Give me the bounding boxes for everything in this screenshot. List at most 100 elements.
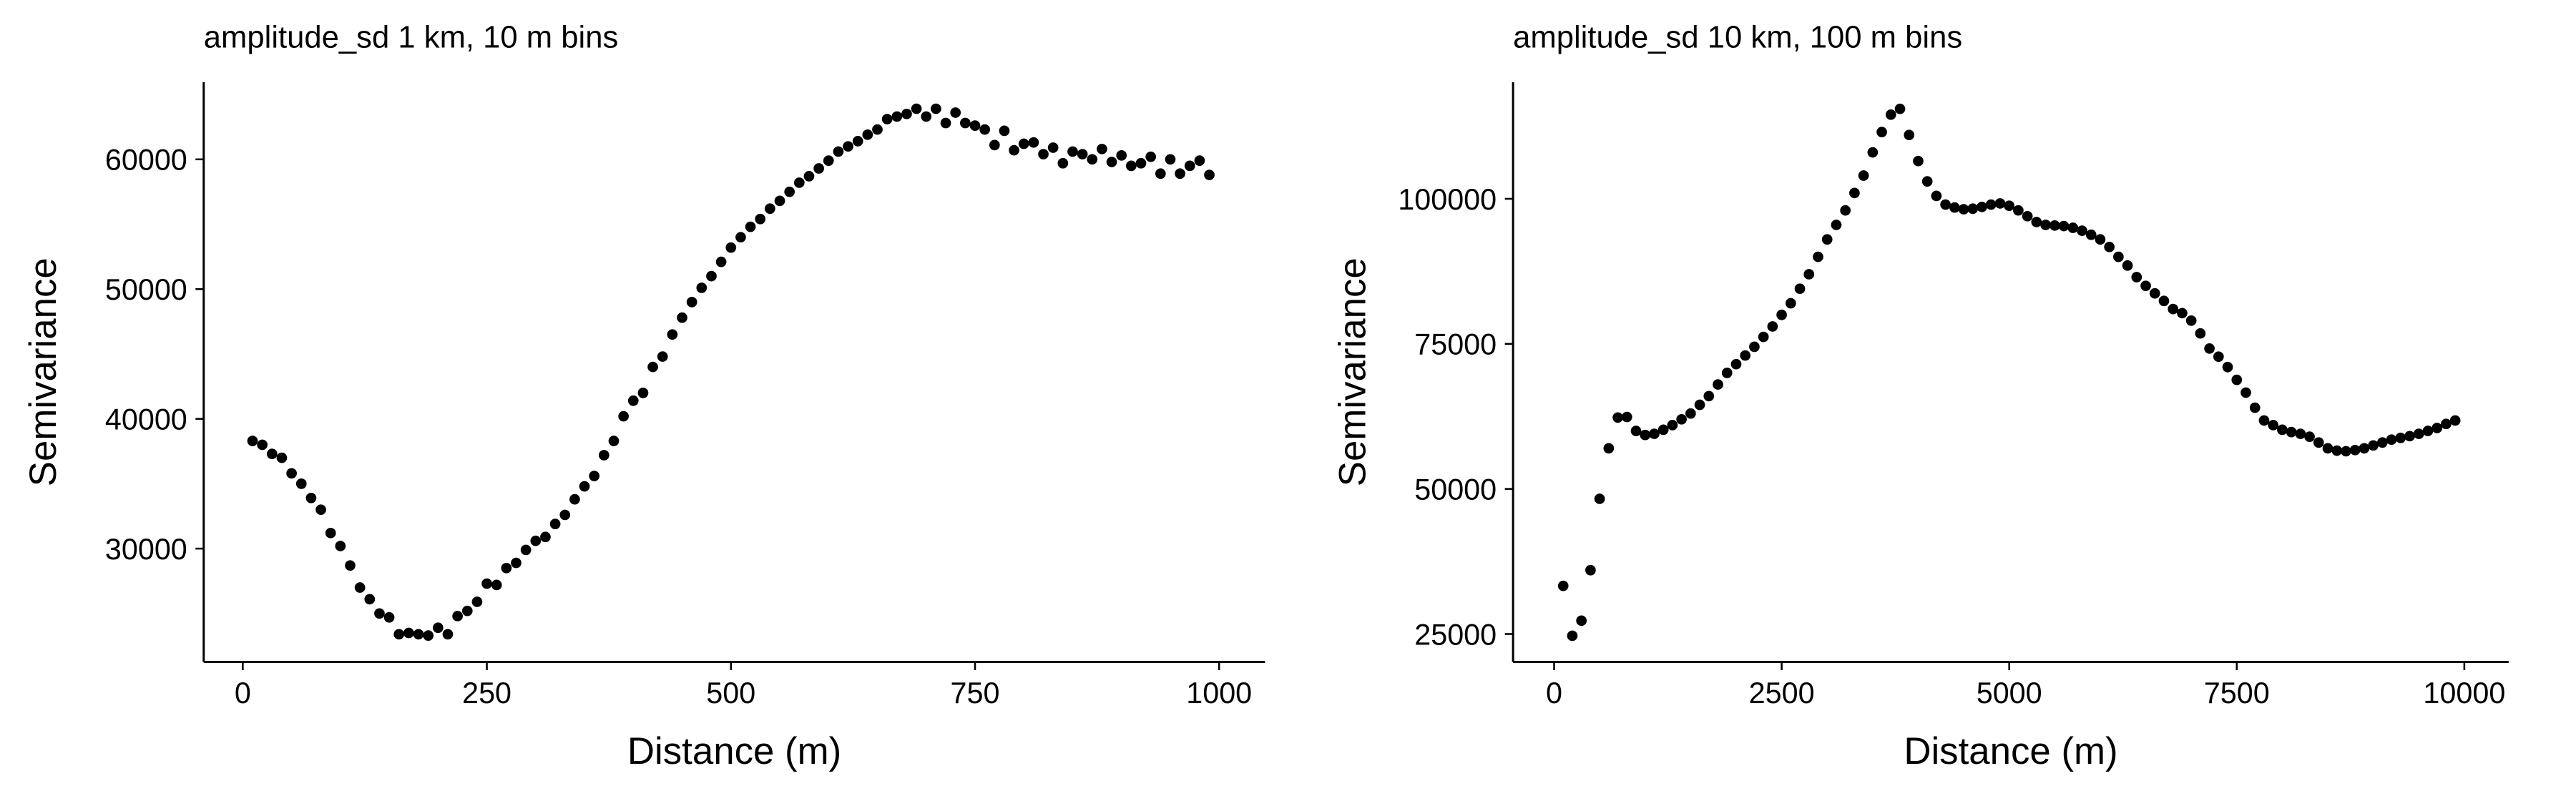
point bbox=[979, 124, 990, 135]
point bbox=[569, 493, 580, 505]
point bbox=[1028, 137, 1039, 148]
point bbox=[2031, 217, 2042, 227]
x-tick-label: 500 bbox=[706, 677, 755, 709]
point bbox=[843, 141, 853, 152]
point bbox=[755, 213, 766, 225]
y-tick-label: 100000 bbox=[1398, 183, 1497, 216]
point bbox=[1126, 160, 1137, 172]
point bbox=[374, 608, 385, 619]
point bbox=[2131, 272, 2142, 282]
point bbox=[921, 111, 932, 122]
point bbox=[2049, 220, 2060, 231]
point bbox=[872, 124, 883, 135]
point bbox=[1175, 168, 1185, 180]
point bbox=[2168, 303, 2179, 315]
point bbox=[940, 117, 951, 129]
point bbox=[1740, 350, 1751, 361]
point bbox=[1640, 429, 1651, 441]
point bbox=[1858, 170, 1869, 181]
point bbox=[589, 471, 600, 481]
point bbox=[1038, 149, 1049, 159]
point bbox=[1994, 198, 2006, 209]
point bbox=[2386, 434, 2397, 446]
point bbox=[1685, 408, 1696, 419]
point bbox=[501, 562, 512, 574]
point bbox=[2013, 205, 2024, 216]
point bbox=[2249, 402, 2261, 413]
point bbox=[286, 468, 297, 479]
point bbox=[706, 270, 717, 282]
point bbox=[2022, 210, 2033, 222]
point bbox=[247, 436, 258, 446]
point bbox=[295, 478, 307, 489]
point bbox=[599, 450, 609, 461]
point bbox=[862, 129, 873, 140]
point bbox=[1018, 138, 1029, 149]
point bbox=[1194, 155, 1205, 166]
point bbox=[1776, 309, 1787, 320]
chart-title: amplitude_sd 10 km, 100 m bins bbox=[1513, 21, 1962, 55]
point bbox=[1135, 157, 1147, 169]
point bbox=[1849, 187, 1860, 199]
point bbox=[901, 108, 912, 119]
point bbox=[1047, 142, 1059, 153]
point bbox=[403, 627, 414, 639]
point bbox=[1603, 443, 1615, 454]
point bbox=[1077, 149, 1088, 159]
point bbox=[765, 203, 775, 215]
point bbox=[1977, 201, 1987, 212]
point bbox=[969, 120, 981, 131]
point bbox=[725, 242, 737, 253]
point bbox=[2341, 446, 2351, 457]
point bbox=[540, 531, 551, 543]
point bbox=[325, 527, 336, 539]
point bbox=[1894, 103, 1906, 114]
y-tick-label: 25000 bbox=[1414, 618, 1497, 651]
point bbox=[1821, 234, 1833, 245]
point bbox=[1758, 331, 1769, 343]
point bbox=[442, 629, 454, 640]
point bbox=[2095, 234, 2106, 245]
point bbox=[1876, 127, 1887, 138]
point bbox=[823, 155, 834, 166]
point bbox=[559, 509, 571, 521]
point bbox=[2359, 443, 2370, 454]
point bbox=[1794, 283, 1806, 295]
point bbox=[793, 177, 805, 188]
point bbox=[266, 448, 278, 460]
point bbox=[2258, 415, 2270, 426]
point bbox=[2185, 315, 2197, 326]
point bbox=[1931, 190, 1942, 202]
point bbox=[413, 629, 424, 640]
point bbox=[2085, 229, 2097, 240]
point bbox=[1087, 154, 1098, 165]
point bbox=[2140, 280, 2151, 292]
point bbox=[2368, 440, 2379, 451]
x-tick-label: 0 bbox=[235, 677, 251, 709]
point bbox=[881, 114, 893, 124]
point bbox=[335, 541, 346, 551]
point bbox=[647, 361, 658, 373]
x-tick-label: 7500 bbox=[2204, 677, 2270, 709]
point bbox=[2441, 418, 2452, 430]
point bbox=[2349, 444, 2361, 456]
y-tick-label: 30000 bbox=[105, 533, 187, 566]
point bbox=[1694, 399, 1705, 411]
point bbox=[491, 579, 502, 591]
point bbox=[2158, 295, 2170, 307]
point bbox=[530, 535, 542, 546]
x-tick-label: 250 bbox=[462, 677, 511, 709]
point bbox=[1949, 202, 1960, 213]
point bbox=[667, 329, 678, 340]
point bbox=[1116, 150, 1127, 161]
point bbox=[364, 594, 376, 605]
point bbox=[2222, 361, 2233, 373]
point bbox=[2331, 445, 2343, 456]
point bbox=[2122, 260, 2133, 271]
point bbox=[2295, 428, 2306, 439]
point bbox=[1940, 199, 1951, 210]
point bbox=[959, 117, 971, 129]
point bbox=[1813, 251, 1823, 262]
point bbox=[1767, 321, 1778, 332]
